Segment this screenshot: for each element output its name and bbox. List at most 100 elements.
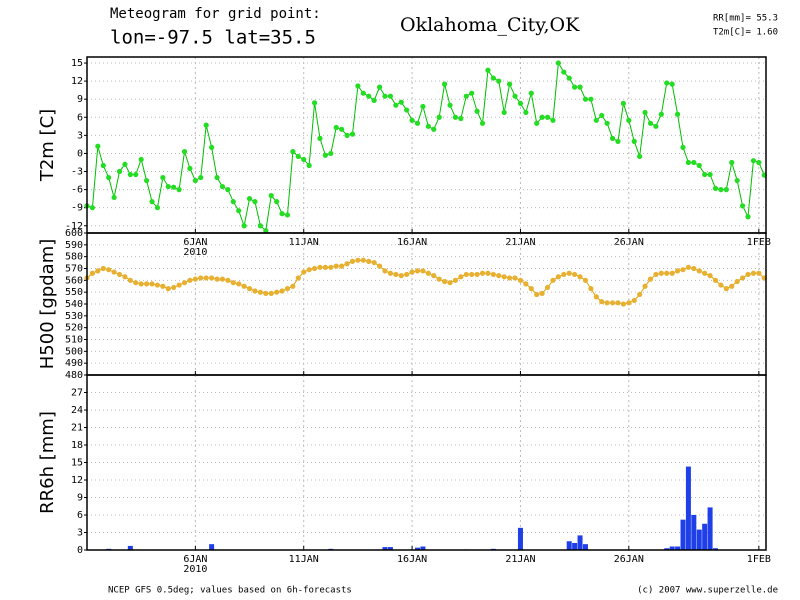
point — [322, 152, 328, 158]
point — [642, 283, 648, 289]
point — [301, 269, 307, 275]
point — [295, 275, 301, 281]
bar — [566, 541, 572, 550]
y-tick-label: 12 — [71, 76, 83, 87]
point — [127, 171, 133, 178]
y-tick-label: 3 — [77, 528, 83, 539]
point — [241, 283, 247, 289]
point — [236, 208, 242, 214]
point — [555, 60, 561, 66]
point — [192, 177, 198, 184]
y-tick-label: 27 — [71, 388, 83, 399]
bar — [675, 546, 681, 550]
point — [414, 268, 421, 274]
bar — [664, 548, 670, 550]
point — [582, 96, 589, 102]
point — [111, 194, 117, 201]
point — [479, 120, 486, 126]
point — [420, 268, 426, 274]
point — [236, 281, 242, 287]
point — [572, 271, 578, 278]
point — [106, 267, 112, 273]
x-tick-label: 1FEB — [747, 554, 771, 565]
point — [133, 171, 139, 178]
point — [723, 286, 729, 292]
point — [160, 174, 166, 181]
point — [355, 83, 361, 89]
y-tick-label: 15 — [71, 458, 83, 469]
point — [171, 184, 177, 190]
point — [127, 277, 133, 283]
point — [344, 132, 350, 138]
point — [474, 108, 480, 114]
point — [138, 156, 144, 163]
y-tick-label: 21 — [71, 423, 83, 434]
point — [398, 99, 404, 105]
y-tick-label: 0 — [77, 148, 83, 159]
y-tick-label: -12 — [65, 221, 83, 232]
point — [534, 120, 540, 126]
point — [539, 114, 545, 120]
point — [637, 153, 643, 160]
point — [154, 282, 161, 288]
point — [674, 268, 681, 274]
point — [149, 281, 155, 287]
point — [143, 281, 150, 287]
point — [734, 278, 740, 285]
y-tick-label: 580 — [65, 252, 83, 263]
point — [490, 75, 496, 81]
point — [642, 109, 648, 116]
point — [447, 280, 453, 286]
point — [284, 212, 291, 218]
point — [252, 288, 258, 294]
panel-frame — [86, 374, 767, 551]
y-tick-label: 560 — [65, 275, 83, 286]
point — [339, 263, 345, 269]
point — [626, 300, 632, 306]
point — [387, 93, 394, 99]
point — [187, 165, 193, 172]
y-tick-label: 18 — [71, 440, 83, 451]
y-tick-label: 590 — [65, 240, 83, 251]
point — [404, 271, 410, 278]
point — [268, 193, 274, 199]
t2m-current: T2m[C]= 1.60 — [713, 28, 778, 38]
bar — [127, 545, 133, 550]
x-tick-label: 11JAN — [289, 237, 319, 248]
point — [463, 271, 469, 278]
bar — [669, 546, 675, 550]
x-tick-label: 1FEB — [747, 237, 771, 248]
point — [588, 286, 594, 292]
point — [647, 120, 654, 126]
point — [609, 135, 616, 141]
point — [441, 278, 448, 285]
point — [187, 277, 193, 283]
y-tick-label: 0 — [77, 545, 83, 556]
point — [664, 270, 670, 276]
point — [149, 199, 155, 205]
point — [523, 109, 529, 116]
point — [566, 75, 572, 81]
point — [382, 93, 388, 99]
point — [696, 162, 702, 169]
bar — [382, 547, 388, 550]
point — [539, 290, 545, 296]
point — [295, 153, 301, 160]
point — [371, 97, 377, 103]
point — [366, 258, 372, 264]
point — [436, 114, 442, 120]
y-tick-label: 15 — [71, 58, 83, 69]
point — [734, 177, 740, 184]
x-tick-label: 21JAN — [505, 237, 535, 248]
bar — [685, 466, 691, 550]
point — [339, 126, 345, 132]
point — [409, 269, 415, 275]
point — [246, 286, 253, 292]
point — [198, 174, 204, 181]
point — [203, 275, 209, 281]
x-tick-label: 26JAN — [614, 554, 644, 565]
point — [382, 268, 388, 274]
bar — [572, 543, 578, 550]
point — [469, 90, 475, 96]
